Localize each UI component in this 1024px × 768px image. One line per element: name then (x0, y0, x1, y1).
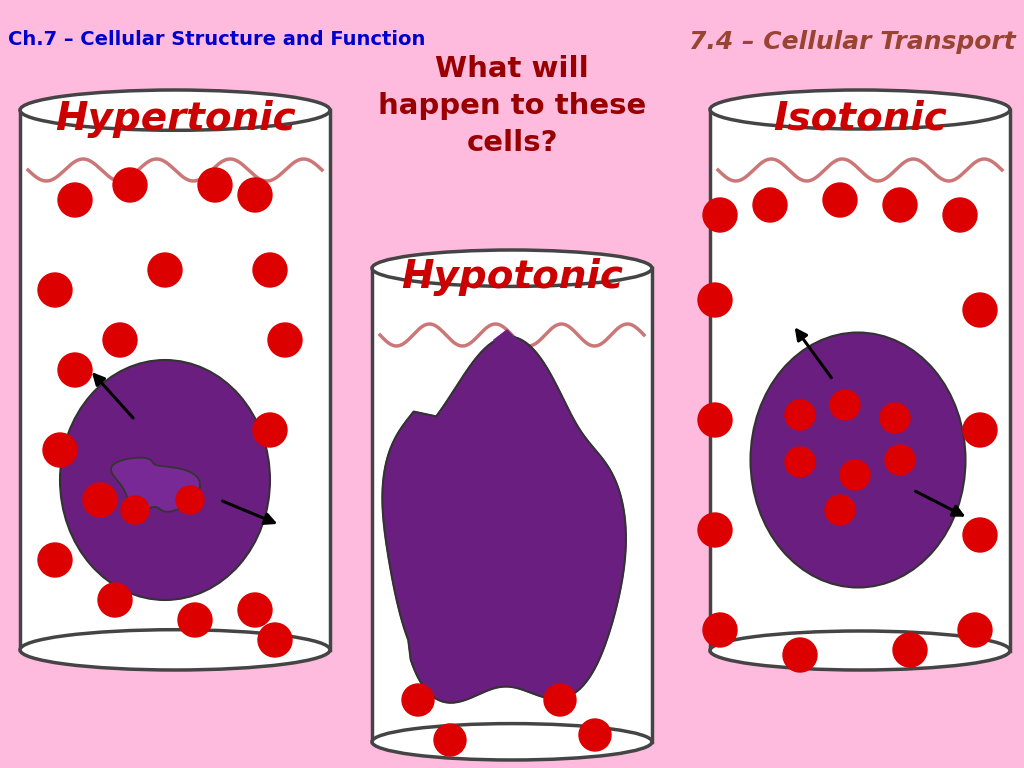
Bar (710, 110, 1010, 650)
Circle shape (258, 623, 292, 657)
Circle shape (963, 518, 997, 552)
Circle shape (753, 188, 787, 222)
Circle shape (825, 495, 855, 525)
Circle shape (98, 583, 132, 617)
Circle shape (148, 253, 182, 287)
Circle shape (38, 543, 72, 577)
Circle shape (785, 400, 815, 430)
Circle shape (579, 719, 611, 751)
Text: 7.4 – Cellular Transport: 7.4 – Cellular Transport (689, 30, 1016, 54)
Text: Ch.7 – Cellular Structure and Function: Ch.7 – Cellular Structure and Function (8, 30, 425, 49)
Circle shape (198, 168, 232, 202)
Bar (20, 110, 330, 650)
Circle shape (238, 178, 272, 212)
Circle shape (703, 613, 737, 647)
Circle shape (176, 486, 204, 514)
Ellipse shape (710, 90, 1010, 129)
Circle shape (830, 390, 860, 420)
Bar (372, 268, 652, 742)
Polygon shape (111, 458, 200, 517)
Circle shape (544, 684, 575, 716)
Circle shape (963, 413, 997, 447)
Circle shape (402, 684, 434, 716)
Circle shape (38, 273, 72, 307)
Circle shape (893, 633, 927, 667)
Ellipse shape (751, 333, 966, 588)
Circle shape (785, 447, 815, 477)
Circle shape (113, 168, 147, 202)
Circle shape (880, 403, 910, 433)
Circle shape (43, 433, 77, 467)
Polygon shape (382, 336, 626, 703)
Circle shape (253, 253, 287, 287)
Circle shape (783, 638, 817, 672)
Circle shape (121, 496, 150, 524)
Ellipse shape (20, 90, 330, 131)
Text: Isotonic: Isotonic (773, 100, 947, 138)
Polygon shape (494, 330, 522, 355)
Circle shape (963, 293, 997, 327)
Circle shape (840, 460, 870, 490)
Circle shape (178, 603, 212, 637)
Text: Hypotonic: Hypotonic (401, 258, 623, 296)
Circle shape (253, 413, 287, 447)
Circle shape (823, 183, 857, 217)
Text: Hypertonic: Hypertonic (54, 100, 295, 138)
Circle shape (943, 198, 977, 232)
Circle shape (698, 283, 732, 317)
Circle shape (103, 323, 137, 357)
Ellipse shape (372, 723, 652, 760)
Circle shape (434, 724, 466, 756)
Circle shape (703, 198, 737, 232)
Circle shape (58, 183, 92, 217)
Circle shape (698, 403, 732, 437)
Ellipse shape (372, 250, 652, 286)
Text: What will
happen to these
cells?: What will happen to these cells? (378, 55, 646, 157)
Ellipse shape (60, 360, 270, 600)
Circle shape (238, 593, 272, 627)
Circle shape (698, 513, 732, 547)
Circle shape (268, 323, 302, 357)
Circle shape (883, 188, 918, 222)
Circle shape (958, 613, 992, 647)
Ellipse shape (20, 630, 330, 670)
Circle shape (83, 483, 117, 517)
Circle shape (885, 445, 915, 475)
Circle shape (58, 353, 92, 387)
Ellipse shape (710, 631, 1010, 670)
